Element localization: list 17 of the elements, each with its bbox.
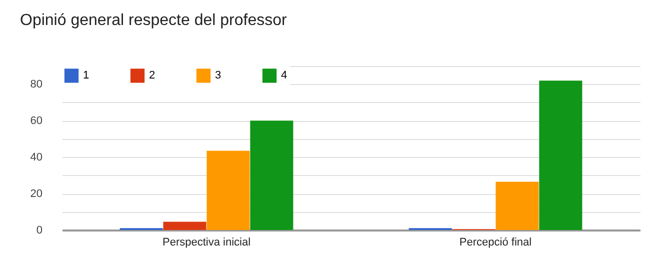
y-tick-label: 0	[36, 224, 42, 236]
bar	[206, 150, 250, 230]
y-tick-label: 40	[30, 152, 42, 164]
y-tick-label: 60	[30, 115, 42, 128]
x-tick-label: Percepció final	[459, 236, 532, 248]
bar	[250, 120, 294, 230]
y-tick-label: 20	[30, 188, 42, 200]
y-tick-label: 80	[30, 78, 42, 91]
bar	[163, 222, 206, 230]
legend-label: 4	[281, 70, 288, 82]
bar	[539, 80, 582, 230]
legend-label: 2	[149, 70, 156, 82]
x-tick-label: Perspectiva inicial	[162, 236, 251, 248]
bar	[496, 182, 539, 230]
legend-label: 3	[215, 70, 222, 82]
chart-title: Opinió general respecte del professor	[20, 12, 288, 29]
legend-label: 1	[83, 70, 90, 82]
